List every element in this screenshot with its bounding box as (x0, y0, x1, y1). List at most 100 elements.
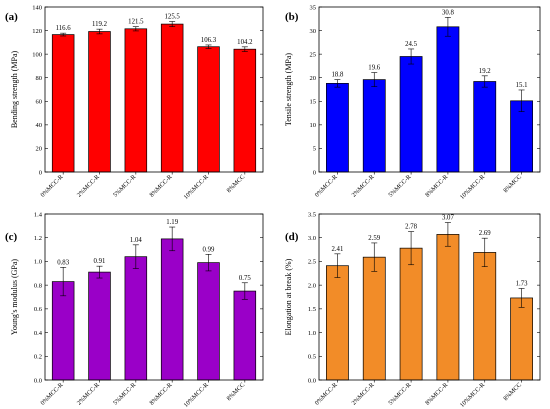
y-tick-label: 0.6 (34, 306, 43, 313)
bar (124, 28, 148, 173)
data-label: 2.59 (368, 235, 380, 242)
data-label: 2.78 (405, 224, 417, 231)
data-label: 0.75 (239, 275, 251, 282)
x-tick-label: 8%MCC-R (148, 381, 174, 407)
y-tick-label: 20 (310, 75, 317, 82)
y-tick-label: 1.4 (34, 211, 43, 218)
data-label: 121.5 (128, 19, 144, 26)
x-tick-label: 10%MCC-R (459, 381, 487, 409)
bar (436, 234, 460, 381)
x-tick-label: 5%MCC-R (387, 173, 413, 199)
data-label: 19.6 (368, 65, 380, 72)
y-tick-label: 0.8 (34, 282, 42, 289)
x-tick-label: 0%MCC-R (314, 173, 340, 199)
y-tick-label: 10 (310, 122, 317, 129)
panel-label: (c) (5, 231, 18, 243)
data-label: 119.2 (92, 21, 108, 28)
bar (510, 297, 533, 381)
data-label: 0.99 (203, 246, 215, 253)
data-label: 1.04 (130, 237, 142, 244)
bar (88, 271, 111, 381)
chart-panel-2: (b) 0 5 10 15 20 25 30 35 Tensile strength (MPa) 1… (284, 4, 541, 201)
bar (197, 262, 220, 381)
y-tick-label: 1.0 (34, 259, 42, 266)
bar (399, 56, 423, 173)
chart-panel-3: (c) 0.0 0.2 0.4 0.6 0.8 1.0 1.2 1.4 Young's modul… (5, 211, 264, 409)
y-tick-label: 15 (310, 99, 317, 106)
x-tick-label: 10%MCC-R (459, 173, 487, 201)
x-tick-label: 2%MCC-R (76, 381, 102, 407)
x-tick-label: 2%MCC-R (76, 173, 102, 199)
data-label: 106.3 (201, 37, 217, 44)
y-axis-title: Elongation at break (%) (284, 258, 293, 335)
bar (51, 34, 75, 173)
x-tick-label: 10%MCC-R (182, 381, 210, 409)
bar (436, 26, 460, 173)
x-tick-label: 5%MCC-R (112, 173, 138, 199)
data-label: 116.6 (56, 25, 72, 32)
x-tick-label: 8%MCC-R (424, 173, 450, 199)
y-axis-title: Young's modulus (GPa) (10, 259, 19, 336)
x-tick-label: 8%MCC-R (148, 173, 174, 199)
bar (399, 247, 423, 381)
bar (362, 79, 386, 173)
y-tick-label: 1.0 (308, 330, 316, 337)
x-tick-label: 0%MCC-R (39, 381, 65, 407)
data-label: 19.2 (479, 68, 491, 75)
y-tick-label: 40 (36, 122, 43, 129)
y-tick-label: 0.0 (34, 377, 42, 384)
y-tick-label: 5 (313, 146, 316, 153)
x-tick-label: 8%MCC (502, 381, 523, 402)
data-label: 3.07 (442, 215, 454, 222)
y-tick-label: 2.5 (308, 259, 316, 266)
bar (160, 238, 184, 381)
plot-frame (44, 213, 264, 381)
y-tick-label: 3.0 (308, 235, 316, 242)
y-tick-label: 20 (36, 146, 43, 153)
x-tick-label: 0%MCC-R (314, 381, 340, 407)
y-tick-label: 0.2 (34, 354, 42, 361)
y-tick-label: 30 (310, 28, 317, 35)
y-axis-title: Tensile strength (MPa) (284, 53, 293, 127)
plot-frame (318, 6, 541, 173)
bar (326, 265, 349, 381)
y-tick-label: 35 (310, 4, 317, 11)
bar (473, 81, 497, 173)
x-tick-label: 8%MCC (225, 381, 246, 402)
y-tick-label: 140 (32, 4, 42, 11)
bar (362, 256, 386, 381)
plot-frame (318, 213, 541, 381)
y-tick-label: 60 (36, 99, 43, 106)
data-label: 2.41 (331, 246, 343, 253)
y-tick-label: 25 (310, 51, 317, 58)
x-tick-label: 10%MCC-R (182, 173, 210, 201)
y-tick-label: 3.5 (308, 211, 316, 218)
y-tick-label: 0 (313, 169, 316, 176)
data-label: 0.91 (94, 258, 106, 265)
data-label: 125.5 (165, 13, 181, 20)
x-tick-label: 2%MCC-R (350, 381, 376, 407)
x-tick-label: 8%MCC (502, 173, 523, 194)
data-label: 30.8 (442, 9, 454, 16)
bar (473, 252, 497, 381)
data-label: 1.73 (516, 280, 528, 287)
data-label: 0.83 (57, 259, 69, 266)
x-tick-label: 0%MCC-R (39, 173, 65, 199)
y-tick-label: 120 (32, 28, 42, 35)
data-label: 18.8 (331, 72, 343, 79)
data-label: 24.5 (405, 41, 417, 48)
x-tick-label: 5%MCC-R (112, 381, 138, 407)
x-tick-label: 8%MCC (225, 173, 246, 194)
chart-panel-1: (a) 0 20 40 60 80 100 120 140 Bending strength (M… (5, 4, 264, 201)
data-label: 1.19 (166, 219, 178, 226)
bar (51, 281, 75, 381)
y-tick-label: 1.5 (308, 306, 316, 313)
chart-panel-4: (d) 0.0 0.5 1.0 1.5 2.0 2.5 3.0 3.5 Elongation at… (284, 211, 541, 409)
bar (233, 290, 257, 381)
bar (197, 46, 220, 173)
y-tick-label: 80 (36, 75, 43, 82)
bar (124, 256, 148, 381)
data-label: 104.2 (237, 39, 253, 46)
panel-label: (a) (5, 11, 18, 23)
